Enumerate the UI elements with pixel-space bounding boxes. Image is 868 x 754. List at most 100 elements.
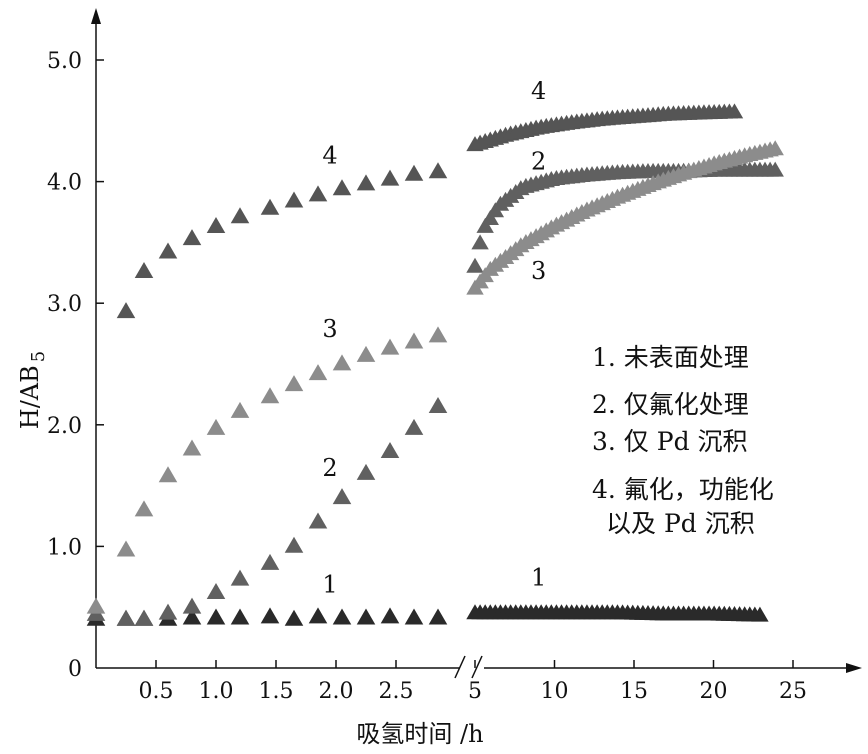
data-point xyxy=(428,326,448,343)
series-label-3: 3 xyxy=(531,257,546,285)
y-axis-arrow xyxy=(91,8,101,24)
data-point xyxy=(260,553,280,570)
legend-entry: 以及 Pd 沉积 xyxy=(606,509,755,538)
x-tick-label: 10 xyxy=(541,679,569,704)
data-point xyxy=(356,463,376,480)
x-tick-label: 2.0 xyxy=(319,679,354,704)
data-point xyxy=(260,387,280,404)
data-point xyxy=(230,608,250,625)
x-tick-label: 0.5 xyxy=(139,679,174,704)
y-tick-label: 5.0 xyxy=(47,49,82,74)
data-point xyxy=(356,174,376,191)
data-point xyxy=(404,418,424,435)
data-point xyxy=(116,609,136,626)
data-point xyxy=(260,607,280,624)
data-point xyxy=(332,488,352,505)
data-point xyxy=(284,609,304,626)
x-tick-label: 2.5 xyxy=(379,679,414,704)
data-point xyxy=(332,608,352,625)
data-point xyxy=(284,536,304,553)
data-point xyxy=(230,207,250,224)
labels: 吸氢时间 /h H/AB5 4 3 2 1 4 2 3 1 1. 未表面处理 2. 仅氟化处理 3. 仅… xyxy=(16,77,774,748)
data-point xyxy=(158,603,178,620)
data-marks xyxy=(86,103,784,626)
x-tick-label: 5 xyxy=(468,679,482,704)
data-point xyxy=(308,364,328,381)
data-point xyxy=(284,375,304,392)
data-point xyxy=(116,540,136,557)
data-point xyxy=(356,608,376,625)
data-point xyxy=(356,345,376,362)
series-4 xyxy=(116,103,744,319)
data-point xyxy=(182,439,202,456)
data-point xyxy=(380,441,400,458)
data-point xyxy=(476,217,494,233)
data-point xyxy=(471,234,489,250)
data-point xyxy=(116,302,136,319)
series-label-2: 2 xyxy=(322,454,337,482)
data-point xyxy=(230,569,250,586)
data-point xyxy=(766,161,784,177)
data-point xyxy=(380,169,400,186)
data-point xyxy=(86,597,106,614)
data-point xyxy=(206,216,226,233)
data-point xyxy=(404,608,424,625)
data-point xyxy=(206,583,226,600)
axis-break-mark xyxy=(471,655,483,679)
data-point xyxy=(158,466,178,483)
data-point xyxy=(206,608,226,625)
data-point xyxy=(182,597,202,614)
data-point xyxy=(428,608,448,625)
y-tick-label: 2.0 xyxy=(47,414,82,439)
data-point xyxy=(332,179,352,196)
data-point xyxy=(466,257,484,273)
data-point xyxy=(404,332,424,349)
data-point xyxy=(428,162,448,179)
series-label-1: 1 xyxy=(322,571,337,599)
data-point xyxy=(380,607,400,624)
data-point xyxy=(751,606,769,622)
data-point xyxy=(308,607,328,624)
data-point xyxy=(332,354,352,371)
data-point xyxy=(158,242,178,259)
data-point xyxy=(308,512,328,529)
axis-break-mark xyxy=(454,655,466,679)
series-1 xyxy=(86,604,769,626)
data-point xyxy=(284,191,304,208)
x-axis-arrow xyxy=(846,663,862,673)
data-point xyxy=(428,396,448,413)
y-tick-label: 4.0 xyxy=(47,171,82,196)
data-point xyxy=(182,608,202,625)
data-point xyxy=(481,210,499,226)
y-axis-title: H/AB5 xyxy=(16,351,49,429)
series-3 xyxy=(86,140,784,614)
x-tick-label: 20 xyxy=(700,679,728,704)
y-tick-label: 0 xyxy=(68,657,82,682)
legend-entry: 3. 仅 Pd 沉积 xyxy=(592,427,748,456)
data-point xyxy=(134,500,154,517)
data-point xyxy=(182,229,202,246)
data-point xyxy=(725,103,744,119)
series-label-2: 2 xyxy=(531,147,546,175)
series-label-4: 4 xyxy=(322,141,337,169)
legend-entry: 1. 未表面处理 xyxy=(592,343,749,372)
series-label-3: 3 xyxy=(322,315,337,343)
data-point xyxy=(260,198,280,215)
x-tick-label: 1.5 xyxy=(259,679,294,704)
x-axis-title: 吸氢时间 /h xyxy=(356,720,483,748)
data-point xyxy=(206,418,226,435)
series-label-1: 1 xyxy=(531,563,546,591)
x-tick-label: 1.0 xyxy=(199,679,234,704)
data-point xyxy=(308,185,328,202)
axes: 0 1.0 2.0 3.0 4.0 5.0 0.5 1.0 1.5 2.0 2.5 5 10 15 20 25 xyxy=(47,8,862,704)
data-point xyxy=(766,140,784,156)
legend-entry: 2. 仅氟化处理 xyxy=(592,390,749,419)
data-point xyxy=(134,261,154,278)
x-tick-label: 15 xyxy=(620,679,648,704)
data-point xyxy=(404,164,424,181)
data-point xyxy=(134,609,154,626)
x-tick-label: 25 xyxy=(779,679,807,704)
